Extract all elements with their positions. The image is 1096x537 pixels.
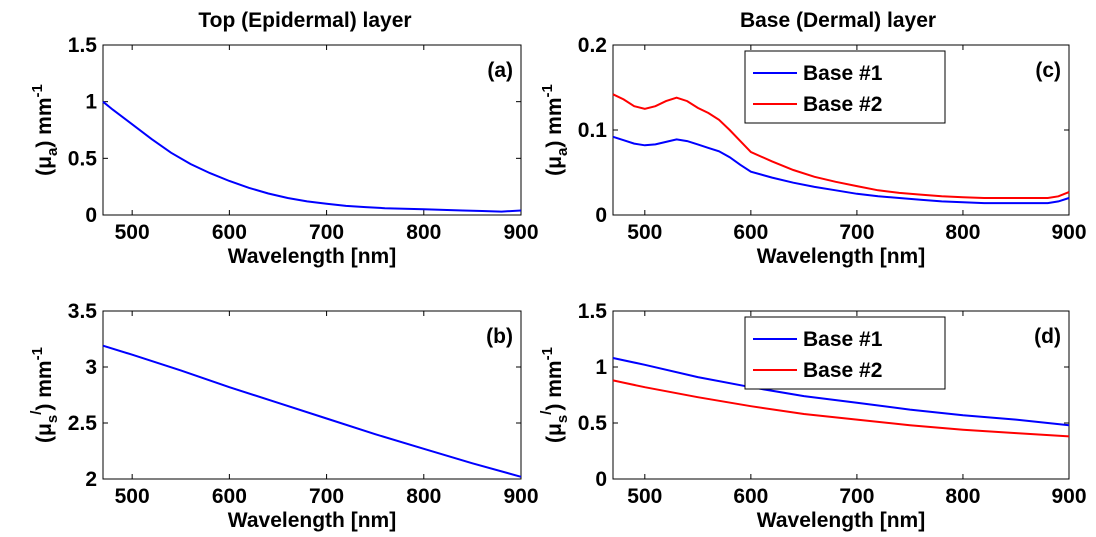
legend: Base #1 Base #2 [744, 316, 946, 390]
series-line-0 [102, 344, 522, 478]
y-tick-label: 1.5 [68, 34, 98, 57]
legend-label: Base #2 [803, 359, 882, 382]
legend: Base #1 Base #2 [744, 50, 946, 124]
y-tick-label: 3 [85, 356, 97, 379]
plot-frame [102, 44, 522, 216]
y-tick-label: 1.5 [578, 300, 608, 323]
y-tick-label: 0.5 [578, 412, 608, 435]
y-tick-label: 0 [595, 204, 607, 227]
panel-tag: (a) [487, 59, 513, 82]
y-axis-label-suffix: ) mm [543, 97, 566, 147]
y-tick-label: 0 [85, 204, 97, 227]
x-axis-label: Wavelength [nm] [228, 509, 396, 532]
column-title-top-layer: Top (Epidermal) layer [198, 9, 411, 32]
y-axis-label-suffix: ) mm [33, 97, 56, 147]
x-tick-label: 900 [503, 221, 538, 244]
y-axis-label-sub: a [44, 147, 61, 156]
x-tick-label: 600 [212, 221, 247, 244]
x-tick-label: 600 [733, 221, 768, 244]
x-tick-label: 700 [309, 485, 344, 508]
y-tick-label: 0.5 [68, 147, 98, 170]
legend-label: Base #1 [803, 62, 883, 85]
panel-tag: (d) [1034, 325, 1061, 348]
x-tick-label: 900 [1051, 485, 1086, 508]
y-axis-label-sup: -1 [29, 347, 46, 360]
y-axis-label-prefix: (μ [33, 423, 56, 443]
y-axis-label-prime: / [28, 410, 45, 415]
x-tick-label: 500 [627, 221, 662, 244]
legend-label: Base #1 [803, 328, 883, 351]
y-axis-label-sup: -1 [539, 84, 556, 97]
panel-3: 500 600 700 800 900 0 0.5 1 1.5 Wavelength [nm] (μ… [538, 300, 1087, 532]
y-axis-label-suffix: ) mm [543, 360, 566, 410]
x-axis-label: Wavelength [nm] [757, 509, 925, 532]
series-line-0 [612, 357, 1070, 427]
x-tick-label: 500 [115, 485, 150, 508]
x-tick-label: 700 [309, 221, 344, 244]
y-tick-label: 0 [595, 468, 607, 491]
x-axis-label: Wavelength [nm] [757, 245, 925, 268]
x-tick-label: 600 [212, 485, 247, 508]
series-line-1 [612, 379, 1070, 438]
y-axis-label: (μs/) mm-1 [28, 347, 61, 443]
x-tick-label: 500 [627, 485, 662, 508]
x-tick-label: 900 [1051, 221, 1086, 244]
y-axis-label-sub: s [554, 415, 571, 423]
y-axis-label-sup: -1 [29, 84, 46, 97]
y-tick-label: 2 [85, 468, 97, 491]
series-line-0 [612, 135, 1070, 205]
x-tick-label: 900 [503, 485, 538, 508]
panel-tag: (c) [1035, 59, 1061, 82]
x-axis-label: Wavelength [nm] [228, 245, 396, 268]
y-tick-label: 0.1 [578, 119, 608, 142]
y-tick-label: 1 [595, 356, 607, 379]
legend-box [744, 50, 946, 124]
y-axis-label: (μa) mm-1 [539, 84, 571, 176]
y-axis-label-sub: a [554, 147, 571, 156]
x-tick-label: 800 [406, 485, 441, 508]
panel-2: 500 600 700 800 900 0 0.1 0.2 Wavelength [nm] (μa… [539, 34, 1087, 268]
y-axis-label-prefix: (μ [543, 156, 566, 176]
y-axis-label-prefix: (μ [543, 423, 566, 443]
x-tick-label: 800 [945, 221, 980, 244]
plot-frame [102, 310, 522, 480]
y-axis-label-sub: s [44, 415, 61, 423]
y-axis-label: (μs/) mm-1 [538, 347, 571, 443]
y-axis-label-suffix: ) mm [33, 360, 56, 410]
y-axis-label-prime: / [538, 410, 555, 415]
y-tick-label: 2.5 [68, 412, 98, 435]
x-tick-label: 800 [406, 221, 441, 244]
y-axis-label-sup: -1 [539, 347, 556, 360]
y-axis-label-prefix: (μ [33, 156, 56, 176]
y-tick-label: 1 [85, 91, 97, 114]
y-tick-label: 3.5 [68, 300, 98, 323]
series-line-1 [612, 93, 1070, 199]
x-tick-label: 600 [733, 485, 768, 508]
panel-tag: (b) [486, 325, 513, 348]
x-tick-label: 700 [839, 221, 874, 244]
y-axis-label: (μa) mm-1 [29, 84, 61, 176]
legend-box [744, 316, 946, 390]
panel-1: 500 600 700 800 900 2 2.5 3 3.5 Wavelength [nm] (μ… [28, 300, 539, 532]
column-title-base-layer: Base (Dermal) layer [740, 9, 936, 32]
x-tick-label: 500 [115, 221, 150, 244]
series-line-0 [102, 100, 522, 213]
panel-0: 500 600 700 800 900 0 0.5 1 1.5 Wavelength [nm] (μ… [29, 34, 539, 268]
y-tick-label: 0.2 [578, 34, 607, 57]
x-tick-label: 800 [945, 485, 980, 508]
legend-label: Base #2 [803, 93, 882, 116]
x-tick-label: 700 [839, 485, 874, 508]
